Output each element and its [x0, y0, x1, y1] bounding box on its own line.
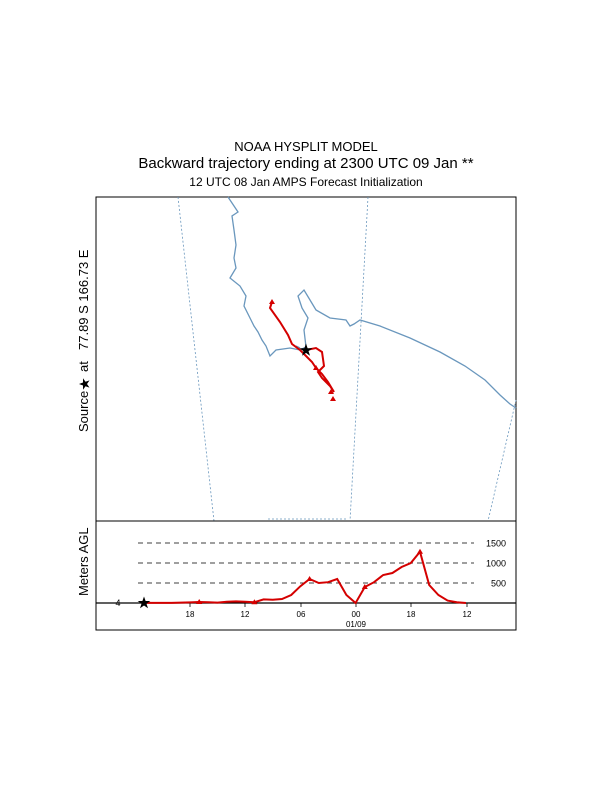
height-marker	[306, 576, 313, 581]
height-marker	[361, 584, 368, 589]
height-trajectory-line	[144, 549, 467, 605]
height-source-star-icon	[137, 596, 151, 609]
height-ylabel: Meters AGL	[76, 527, 91, 596]
meridian-line-1	[177, 196, 215, 522]
height-marker	[251, 599, 258, 605]
source-label-location: 77.89 S 166.73 E	[76, 249, 91, 350]
meridian-line-3	[487, 399, 517, 522]
map-marker	[330, 396, 336, 401]
map-source-star-icon	[299, 343, 313, 356]
chart-subtitle: 12 UTC 08 Jan AMPS Forecast Initializati…	[189, 175, 423, 189]
height-ref-label: 1500	[486, 539, 506, 549]
map-marker	[328, 389, 334, 394]
height-x-tick-label: 12	[463, 610, 472, 619]
source-label-group: Source at 77.89 S 166.73 E	[76, 249, 91, 432]
height-marker	[196, 599, 203, 604]
height-x-tick-label: 18	[407, 610, 416, 619]
height-reference-lines: 500 1000 1500	[138, 539, 506, 589]
map-marker	[313, 365, 319, 370]
height-ref-label: 500	[491, 579, 506, 589]
source-label-prefix: Source	[76, 391, 91, 432]
source-label-at: at	[76, 361, 91, 372]
height-trajectory-markers	[196, 548, 423, 605]
height-x-tick-label: 06	[297, 610, 306, 619]
height-x-tick-label: 18	[186, 610, 195, 619]
chart-title: Backward trajectory ending at 2300 UTC 0…	[138, 155, 474, 172]
map-trajectory-line	[268, 301, 335, 393]
meridian-line-2	[349, 196, 369, 522]
height-ref-label: 1000	[486, 559, 506, 569]
height-date-label: 01/09	[346, 620, 367, 629]
map-gridlines	[177, 196, 517, 522]
map-trajectory-markers	[269, 299, 336, 401]
height-panel-frame	[95, 520, 517, 631]
height-x-tick-label: 12	[241, 610, 250, 619]
height-start-label: 4	[115, 598, 120, 608]
height-x-tick-label: 00	[352, 610, 361, 619]
chart-model-title: NOAA HYSPLIT MODEL	[234, 139, 378, 154]
height-marker	[417, 548, 423, 554]
height-ylabel-group: Meters AGL	[76, 527, 91, 596]
height-x-ticks: 18 12 06 00 18 12	[186, 603, 472, 619]
map-marker	[269, 299, 275, 304]
source-star-icon	[79, 378, 90, 390]
